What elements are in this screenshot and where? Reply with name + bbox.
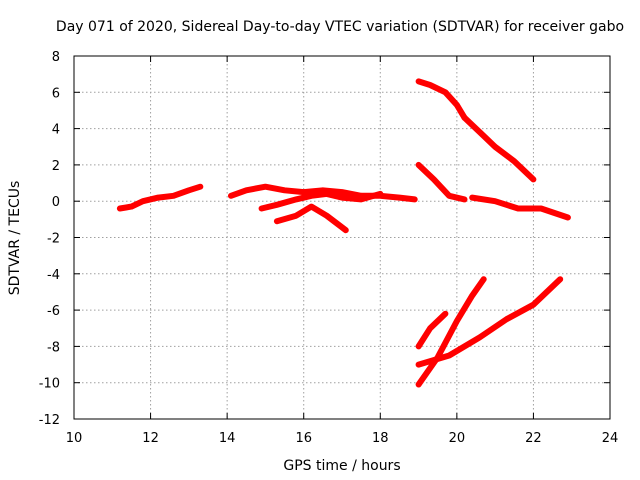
- x-tick-label: 10: [66, 431, 83, 446]
- x-tick-label: 24: [602, 431, 619, 446]
- y-axis-label: SDTVAR / TECUs: [7, 181, 23, 296]
- series-track-1: [116, 183, 204, 212]
- series-track-3: [258, 190, 384, 212]
- y-tick-label: -8: [47, 340, 60, 355]
- y-tick-label: 4: [52, 123, 60, 138]
- chart-title: Day 071 of 2020, Sidereal Day-to-day VTE…: [56, 19, 624, 35]
- x-tick-label: 18: [372, 431, 389, 446]
- y-tick-label: 0: [52, 195, 60, 210]
- x-tick-label: 14: [219, 431, 236, 446]
- y-tick-label: 2: [52, 159, 60, 174]
- y-tick-label: 6: [52, 86, 60, 101]
- x-axis-label: GPS time / hours: [283, 458, 400, 474]
- series-track-6: [461, 114, 537, 183]
- y-tick-label: -2: [47, 232, 60, 247]
- y-tick-label: -10: [39, 377, 60, 392]
- y-tick-label: -6: [47, 304, 60, 319]
- x-tick-label: 12: [142, 431, 159, 446]
- axis-ticks: [73, 55, 611, 420]
- series-track-11: [415, 276, 564, 368]
- series-track-4: [273, 203, 349, 234]
- series-track-2: [228, 183, 418, 203]
- series-track-10: [415, 276, 487, 388]
- series-track-7: [415, 161, 468, 203]
- y-tick-label: -4: [47, 268, 60, 283]
- series-track-9: [415, 310, 449, 350]
- y-tick-label: -12: [39, 413, 60, 428]
- x-tick-label: 22: [525, 431, 542, 446]
- y-tick-labels: -12 -10 -8 -6 -4 -2 0 2 4 6 8: [39, 50, 60, 428]
- grid-lines: [74, 56, 610, 419]
- series-track-5: [415, 78, 468, 121]
- x-tick-label: 20: [449, 431, 466, 446]
- x-tick-labels: 10 12 14 16 18 20 22 24: [66, 431, 619, 446]
- y-tick-label: 8: [52, 50, 60, 65]
- x-tick-label: 16: [295, 431, 312, 446]
- series-track-8: [469, 194, 571, 221]
- data-series: [116, 78, 571, 388]
